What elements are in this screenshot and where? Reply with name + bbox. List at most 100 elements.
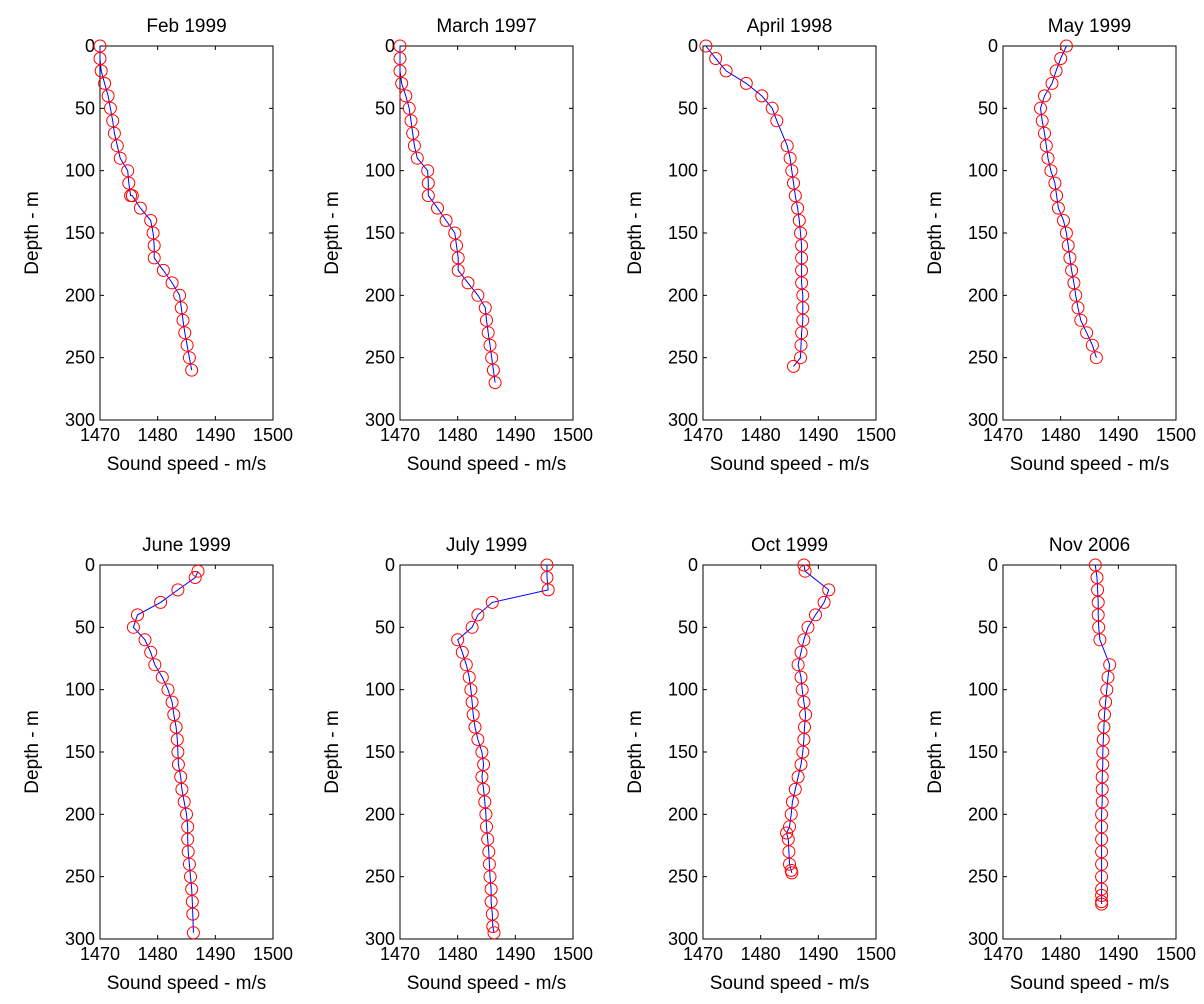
- data-point-marker: [1045, 76, 1059, 90]
- data-point-marker: [795, 683, 809, 697]
- y-tick-label: 100: [668, 680, 698, 700]
- data-point-marker: [465, 620, 479, 634]
- data-point-marker: [101, 89, 115, 103]
- x-tick-label: 1500: [1156, 944, 1196, 964]
- x-axis-label: Sound speed - m/s: [407, 973, 566, 994]
- data-point-marker: [165, 276, 179, 290]
- data-point-marker: [765, 101, 779, 115]
- y-tick-label: 150: [968, 742, 998, 762]
- data-point-marker: [801, 620, 815, 634]
- data-point-marker: [783, 857, 796, 871]
- data-point-marker: [475, 745, 489, 759]
- data-point-marker: [794, 338, 808, 352]
- y-tick-label: 250: [65, 348, 95, 368]
- data-point-marker: [817, 595, 831, 609]
- data-point-marker: [462, 670, 476, 684]
- data-point-marker: [794, 226, 807, 240]
- data-point-marker: [770, 114, 784, 128]
- y-tick-label: 150: [65, 742, 95, 762]
- data-point-marker: [792, 214, 806, 227]
- x-tick-label: 1500: [856, 425, 896, 445]
- data-point-marker: [174, 770, 188, 784]
- data-point-marker: [791, 658, 805, 672]
- data-point-marker: [481, 326, 495, 340]
- subplot-title: Oct 1999: [751, 535, 828, 556]
- data-point-marker: [439, 214, 453, 227]
- data-point-marker: [1051, 201, 1065, 215]
- data-point-marker: [191, 564, 205, 578]
- data-point-marker: [471, 733, 485, 746]
- data-point-marker: [822, 583, 836, 597]
- data-point-marker: [1099, 695, 1113, 709]
- x-tick-label: 1480: [741, 944, 781, 964]
- data-point-marker: [791, 770, 805, 784]
- y-axis-label: Depth - m: [925, 710, 946, 793]
- data-point-marker: [477, 758, 491, 771]
- data-point-marker: [402, 101, 416, 115]
- y-tick-label: 200: [365, 804, 395, 824]
- data-point-marker: [1057, 214, 1070, 227]
- data-point-marker: [540, 571, 554, 584]
- data-point-marker: [171, 758, 185, 771]
- y-tick-label: 100: [668, 161, 698, 181]
- data-point-marker: [1095, 888, 1109, 902]
- y-tick-label: 200: [668, 285, 698, 305]
- profile-line: [1094, 564, 1111, 905]
- subplot-5: June 1999 1470 1480 1490 1500 0 50 100 150 200 250…: [22, 535, 293, 994]
- data-point-marker: [94, 64, 108, 78]
- data-point-marker: [177, 795, 191, 809]
- y-tick-label: 250: [668, 348, 698, 368]
- data-point-marker: [170, 733, 184, 746]
- data-point-marker: [185, 895, 199, 909]
- data-point-marker: [1059, 39, 1073, 53]
- y-tick-label: 300: [968, 410, 998, 430]
- data-point-marker: [186, 907, 200, 921]
- data-point-marker: [787, 359, 800, 373]
- data-point-marker: [451, 633, 465, 647]
- data-point-marker: [156, 263, 170, 277]
- x-tick-label: 1500: [1156, 425, 1196, 445]
- x-tick-label: 1480: [1041, 425, 1081, 445]
- x-tick-label: 1490: [798, 425, 838, 445]
- data-point-marker: [478, 301, 492, 315]
- data-point-marker: [1050, 189, 1064, 203]
- data-point-marker: [182, 351, 196, 365]
- data-point-marker: [784, 807, 798, 821]
- data-point-marker: [1098, 708, 1111, 722]
- data-point-marker: [147, 251, 161, 265]
- x-tick-label: 1480: [741, 425, 781, 445]
- y-tick-label: 0: [688, 555, 698, 575]
- x-tick-label: 1500: [253, 944, 293, 964]
- subplot-1: Feb 1999 1470 1480 1490 1500 0 50 100 150 200 250 3…: [22, 16, 293, 475]
- subplot-title: Feb 1999: [146, 16, 226, 37]
- y-tick-label: 250: [365, 348, 395, 368]
- data-point-marker: [171, 583, 185, 597]
- data-point-marker: [788, 189, 802, 203]
- data-point-marker: [404, 114, 418, 128]
- y-tick-label: 250: [65, 867, 95, 887]
- profile-line: [457, 565, 549, 933]
- y-tick-label: 0: [385, 555, 395, 575]
- data-point-marker: [450, 239, 463, 252]
- data-point-marker: [125, 189, 139, 203]
- data-point-marker: [181, 845, 195, 859]
- data-point-marker: [107, 126, 121, 140]
- y-tick-label: 150: [968, 223, 998, 243]
- subplot-3: April 1998 1470 1480 1490 1500 0 50 100 150 200 25…: [625, 16, 896, 475]
- data-point-marker: [106, 114, 120, 128]
- y-tick-label: 50: [678, 617, 698, 637]
- data-point-marker: [486, 920, 500, 933]
- subplot-title: June 1999: [142, 535, 231, 556]
- data-point-marker: [175, 782, 189, 796]
- y-tick-label: 150: [65, 223, 95, 243]
- y-tick-label: 50: [978, 617, 998, 637]
- data-point-marker: [393, 64, 407, 78]
- data-point-marker: [1074, 313, 1088, 327]
- data-point-marker: [180, 807, 193, 821]
- x-axis-label: Sound speed - m/s: [407, 454, 566, 475]
- data-point-marker: [122, 176, 136, 190]
- y-tick-label: 200: [968, 285, 998, 305]
- data-point-marker: [709, 52, 723, 65]
- data-point-marker: [1035, 114, 1049, 128]
- y-tick-label: 100: [365, 161, 395, 181]
